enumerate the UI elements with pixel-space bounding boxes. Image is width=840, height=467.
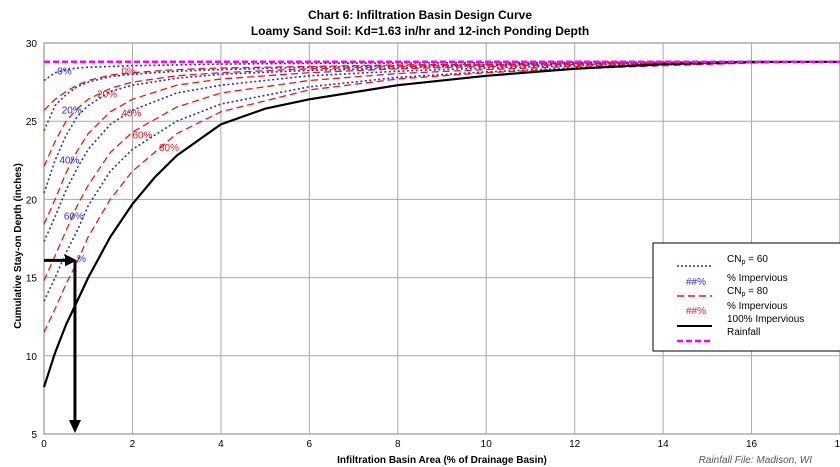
chart-title: Chart 6: Infiltration Basin Design Curve bbox=[308, 8, 532, 22]
legend-cn60-impervious: % Impervious bbox=[727, 273, 788, 284]
x-tick-label: 2 bbox=[130, 439, 136, 450]
legend: CNp = 60 ##% % Impervious CNp = 80 ##% %… bbox=[652, 242, 840, 352]
y-tick-label: 5 bbox=[31, 430, 37, 441]
series-line-cnp-80-60 bbox=[43, 61, 840, 281]
y-tick-label: 30 bbox=[26, 39, 38, 50]
curve-label: 40% bbox=[121, 109, 141, 120]
x-tick-label: 0 bbox=[41, 439, 47, 450]
design-arrows bbox=[44, 254, 81, 433]
series-group bbox=[42, 60, 840, 388]
x-tick-labels: 0 2 4 6 8 10 12 14 16 18 bbox=[41, 439, 840, 450]
legend-rainfall-label: Rainfall bbox=[727, 327, 760, 338]
curve-label: 20% bbox=[97, 90, 117, 101]
arrowhead-down bbox=[68, 420, 81, 433]
y-tick-label: 20 bbox=[26, 195, 38, 206]
y-tick-label: 10 bbox=[26, 352, 38, 363]
y-tick-labels: 5 10 15 20 25 30 bbox=[26, 39, 38, 441]
curve-label: 0% bbox=[121, 66, 136, 77]
arrowhead-right bbox=[64, 254, 77, 267]
series-line-cnp-80-40 bbox=[43, 61, 840, 225]
legend-100-impervious: 100% Impervious bbox=[727, 314, 804, 325]
curve-label: 20% bbox=[62, 105, 82, 116]
legend-cn80-hash: ##% bbox=[686, 306, 706, 317]
x-tick-label: 12 bbox=[569, 439, 581, 450]
legend-cn80-impervious: % Impervious bbox=[727, 301, 788, 312]
x-tick-label: 14 bbox=[658, 439, 670, 450]
curve-label: 60% bbox=[64, 212, 84, 223]
series-line-cnp-80-20 bbox=[43, 61, 840, 167]
curve-label: % bbox=[77, 254, 86, 265]
plot-area bbox=[43, 42, 840, 435]
x-tick-label: 4 bbox=[218, 439, 224, 450]
series-line-cnp-60-60 bbox=[43, 61, 840, 242]
x-axis-label: Infiltration Basin Area (% of Drainage B… bbox=[337, 455, 547, 466]
curve-labels: 0% 20% 40% 60% 0% 20% 40% 60% 80%% bbox=[57, 66, 179, 265]
x-tick-label: 18 bbox=[834, 439, 840, 450]
legend-box bbox=[652, 242, 840, 352]
rainfall-file-note: Rainfall File: Madison, WI bbox=[699, 455, 813, 466]
y-tick-label: 25 bbox=[26, 117, 38, 128]
legend-cn80-label: CNp = 80 bbox=[727, 286, 768, 298]
curve-label: 40% bbox=[59, 155, 79, 166]
chart-subtitle: Loamy Sand Soil: Kd=1.63 in/hr and 12-in… bbox=[251, 24, 589, 38]
series-line-cnp-60-80 bbox=[43, 61, 840, 302]
y-axis-label: Cumulative Stay-on Depth (inches) bbox=[13, 163, 24, 329]
x-tick-label: 8 bbox=[395, 439, 401, 450]
legend-cn60-hash: ##% bbox=[686, 277, 706, 288]
curve-label: 0% bbox=[57, 66, 72, 77]
x-tick-label: 10 bbox=[481, 439, 493, 450]
x-tick-label: 6 bbox=[307, 439, 313, 450]
curve-label: 80% bbox=[159, 143, 179, 154]
curve-label: 60% bbox=[132, 130, 152, 141]
legend-cn60-label: CNp = 60 bbox=[727, 254, 768, 266]
y-tick-label: 15 bbox=[26, 274, 38, 285]
x-tick-label: 16 bbox=[746, 439, 758, 450]
